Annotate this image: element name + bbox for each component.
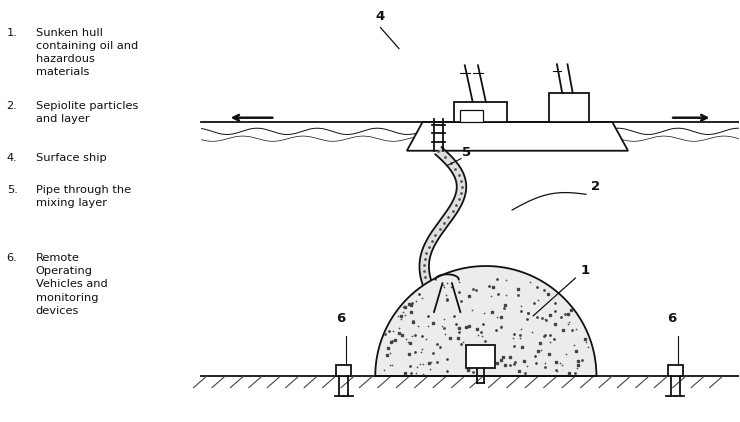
Text: 1.: 1. bbox=[7, 27, 18, 38]
Text: 4.: 4. bbox=[7, 153, 18, 163]
Text: 2: 2 bbox=[591, 180, 600, 193]
Polygon shape bbox=[407, 122, 628, 151]
Polygon shape bbox=[420, 147, 466, 350]
Text: 4: 4 bbox=[376, 10, 385, 23]
Text: Surface ship: Surface ship bbox=[36, 153, 107, 163]
Text: Pipe through the
mixing layer: Pipe through the mixing layer bbox=[36, 185, 131, 208]
Text: 6: 6 bbox=[667, 312, 677, 325]
Text: 1: 1 bbox=[581, 264, 590, 277]
Text: Sepiolite particles
and layer: Sepiolite particles and layer bbox=[36, 101, 138, 124]
Text: 6: 6 bbox=[336, 312, 345, 325]
Polygon shape bbox=[466, 345, 495, 368]
Text: 5.: 5. bbox=[7, 185, 18, 195]
Polygon shape bbox=[375, 266, 596, 376]
Polygon shape bbox=[336, 365, 351, 376]
Polygon shape bbox=[668, 365, 683, 376]
Text: 6.: 6. bbox=[7, 253, 18, 263]
Text: 2.: 2. bbox=[7, 101, 18, 111]
Polygon shape bbox=[460, 111, 483, 122]
Polygon shape bbox=[454, 102, 507, 122]
Text: 5: 5 bbox=[462, 146, 471, 159]
Text: Remote
Operating
Vehicles and
monitoring
devices: Remote Operating Vehicles and monitoring… bbox=[36, 253, 107, 316]
Text: Sunken hull
containing oil and
hazardous
materials: Sunken hull containing oil and hazardous… bbox=[36, 27, 138, 77]
Polygon shape bbox=[549, 93, 588, 122]
